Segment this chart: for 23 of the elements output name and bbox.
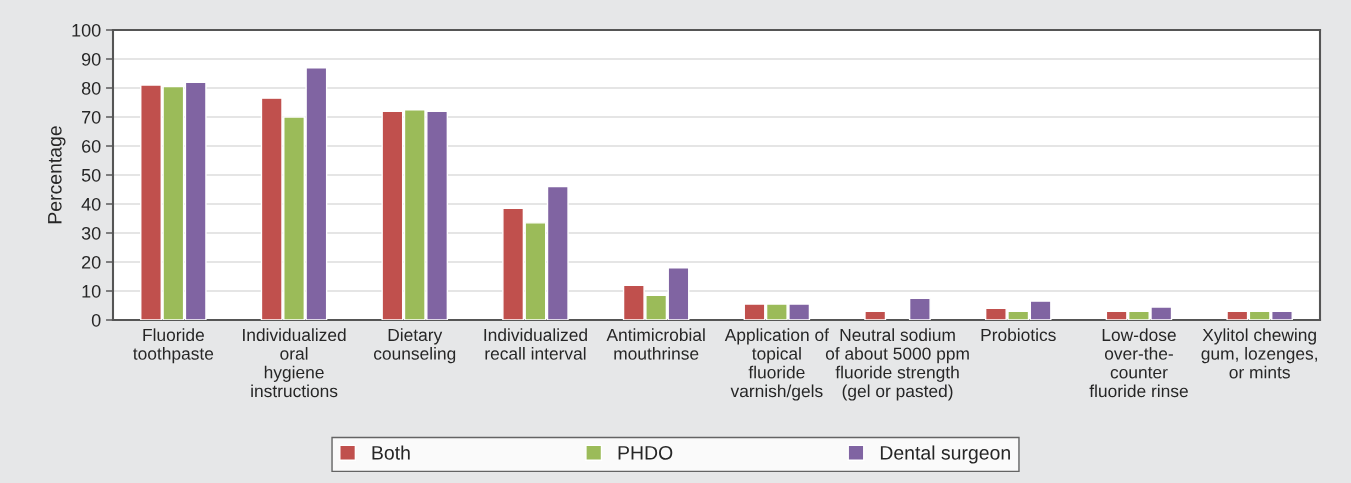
legend-label: Both xyxy=(372,445,410,460)
y-tick-label: 20 xyxy=(82,255,101,269)
y-tick-label: 40 xyxy=(81,197,101,211)
y-tick-label: 70 xyxy=(82,110,101,124)
x-tick-label: Individualized oral hygiene instructions xyxy=(243,328,346,398)
x-tick-label: Antimicrobial mouthrinse xyxy=(606,328,705,360)
x-tick-label: Fluoride toothpaste xyxy=(133,328,214,364)
y-tick-label: 30 xyxy=(81,226,101,240)
legend-label: PHDO xyxy=(618,445,673,460)
x-tick-label: Individualized recall interval xyxy=(484,328,587,360)
y-tick-label: 0 xyxy=(91,313,101,327)
y-tick-label: 10 xyxy=(82,284,101,298)
y-tick-label: 50 xyxy=(81,168,101,182)
x-tick-label: Xylitol chewing gum, lozenges, or mints xyxy=(1201,328,1317,379)
y-tick-label: 80 xyxy=(81,81,101,95)
y-axis-title: Percentage xyxy=(48,126,66,224)
x-tick-label: Low-dose over-the- counter fluoride rinse xyxy=(1089,328,1188,398)
y-tick-label: 100 xyxy=(72,23,101,37)
x-tick-label: Probiotics xyxy=(981,328,1056,342)
y-tick-label: 90 xyxy=(81,52,101,66)
legend-label: Dental surgeon xyxy=(880,445,1010,464)
x-tick-label: Dietary counseling xyxy=(373,328,456,364)
y-tick-label: 60 xyxy=(82,139,101,153)
